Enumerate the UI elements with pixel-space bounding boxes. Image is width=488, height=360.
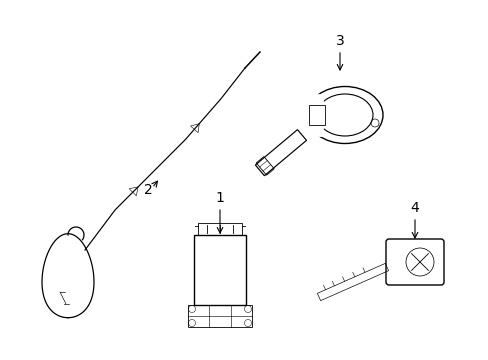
Text: 2: 2 [143, 183, 152, 197]
Polygon shape [302, 95, 321, 135]
Text: 4: 4 [410, 201, 419, 215]
Text: 1: 1 [215, 191, 224, 205]
Text: 3: 3 [335, 34, 344, 48]
